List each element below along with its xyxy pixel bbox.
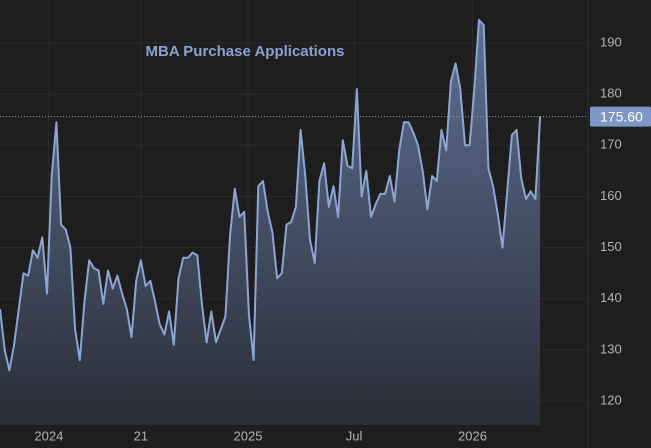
line (0, 19, 542, 372)
x-tick-label: 21 (134, 428, 148, 443)
y-tick-label: 120 (600, 393, 622, 408)
y-tick-label: 130 (600, 341, 622, 356)
x-tick-label: Jul (346, 428, 363, 443)
last-price-label: 175.60 (600, 108, 643, 124)
y-tick-label: 190 (600, 34, 622, 49)
x-tick-label: 2024 (34, 428, 63, 443)
x-tick-label: 2026 (458, 428, 487, 443)
x-tick-label: 2025 (234, 428, 263, 443)
y-tick-label: 160 (600, 188, 622, 203)
chart-title: MBA Purchase Applications (146, 43, 345, 60)
y-tick-label: 140 (600, 290, 622, 305)
y-tick-label: 170 (600, 137, 622, 152)
last-price-box (590, 106, 651, 127)
plot-area (0, 19, 542, 425)
y-tick-label: 180 (600, 86, 622, 101)
y-tick-label: 150 (600, 239, 622, 254)
